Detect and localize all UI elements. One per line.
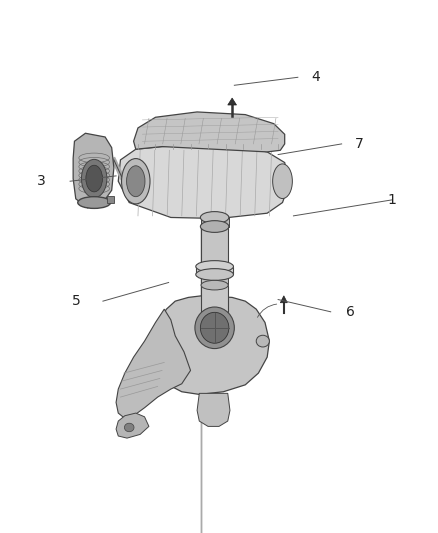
- Ellipse shape: [81, 159, 107, 198]
- Ellipse shape: [272, 164, 293, 198]
- Polygon shape: [201, 228, 228, 266]
- Ellipse shape: [121, 159, 150, 204]
- Text: 1: 1: [388, 193, 396, 207]
- Polygon shape: [197, 393, 230, 426]
- Text: 6: 6: [346, 305, 355, 319]
- Polygon shape: [201, 217, 229, 227]
- Polygon shape: [196, 266, 233, 274]
- Ellipse shape: [86, 165, 102, 192]
- Polygon shape: [134, 112, 285, 152]
- Ellipse shape: [256, 335, 269, 347]
- Ellipse shape: [196, 261, 233, 272]
- Polygon shape: [228, 98, 237, 105]
- Ellipse shape: [78, 197, 110, 208]
- Text: 7: 7: [355, 137, 364, 151]
- Polygon shape: [73, 133, 114, 208]
- Polygon shape: [116, 309, 191, 418]
- Ellipse shape: [124, 423, 134, 432]
- Polygon shape: [280, 296, 287, 303]
- Text: 5: 5: [72, 294, 81, 308]
- Polygon shape: [118, 144, 289, 219]
- Text: 3: 3: [37, 174, 46, 188]
- Ellipse shape: [127, 166, 145, 197]
- Ellipse shape: [201, 280, 228, 290]
- Ellipse shape: [196, 269, 233, 280]
- Polygon shape: [201, 274, 228, 285]
- Ellipse shape: [200, 221, 229, 232]
- Polygon shape: [201, 286, 228, 312]
- Polygon shape: [116, 413, 149, 438]
- Polygon shape: [107, 196, 114, 203]
- Ellipse shape: [195, 307, 234, 349]
- Polygon shape: [149, 296, 269, 394]
- Ellipse shape: [200, 212, 229, 223]
- Ellipse shape: [200, 312, 229, 343]
- Text: 4: 4: [311, 70, 320, 84]
